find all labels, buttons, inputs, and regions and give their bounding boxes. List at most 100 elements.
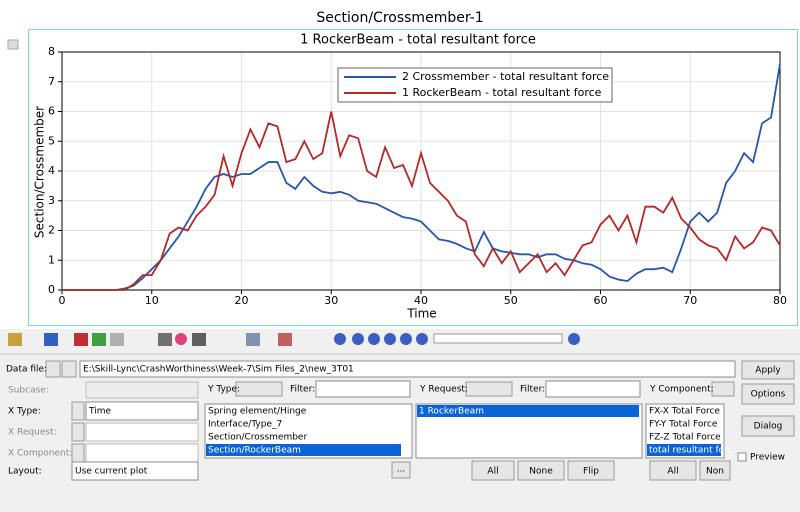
legend-label: 1 RockerBeam - total resultant force bbox=[402, 86, 602, 99]
tool-icon[interactable] bbox=[74, 333, 88, 346]
tool-icon[interactable] bbox=[352, 333, 364, 345]
label: X Request: bbox=[8, 428, 57, 438]
tool-icon[interactable] bbox=[416, 333, 428, 345]
layout-combo[interactable] bbox=[71, 461, 199, 481]
list-item: FY-Y Total Force bbox=[649, 420, 718, 430]
x-type-spinner[interactable] bbox=[71, 401, 85, 421]
button[interactable] bbox=[567, 460, 615, 481]
x-tick-label: 50 bbox=[504, 294, 518, 307]
y-request-sort[interactable] bbox=[465, 381, 513, 397]
toolbar bbox=[0, 329, 800, 351]
button[interactable] bbox=[517, 460, 565, 481]
data-line bbox=[62, 111, 781, 291]
y-tick-label: 8 bbox=[48, 45, 55, 58]
x-axis-label: Time bbox=[406, 307, 436, 321]
button-label: None bbox=[529, 467, 553, 477]
tool-icon[interactable] bbox=[400, 333, 412, 345]
x-component-combo[interactable] bbox=[85, 443, 199, 463]
file-button[interactable] bbox=[45, 360, 61, 378]
apply-button[interactable] bbox=[741, 360, 795, 380]
y-request-filter-field[interactable] bbox=[545, 380, 641, 398]
data-file-field[interactable] bbox=[79, 360, 736, 378]
legend: 2 Crossmember - total resultant force 1 R… bbox=[337, 67, 613, 103]
x-request-combo[interactable] bbox=[85, 422, 199, 442]
tool-icon[interactable] bbox=[192, 333, 206, 346]
x-tick-label: 0 bbox=[59, 294, 66, 307]
y-tick-label: 4 bbox=[48, 164, 55, 177]
tool-icon[interactable] bbox=[175, 333, 187, 345]
label: Filter: bbox=[520, 385, 545, 395]
y-axis-label: Section/Crossmember bbox=[33, 106, 47, 238]
label: X Component: bbox=[8, 449, 72, 459]
label: Y Type: bbox=[207, 385, 240, 395]
tool-icon[interactable] bbox=[278, 333, 292, 346]
x-tick-label: 40 bbox=[414, 294, 428, 307]
preview-checkbox[interactable] bbox=[737, 452, 747, 462]
legend-label: 2 Crossmember - total resultant force bbox=[402, 70, 609, 83]
label: X Type: bbox=[8, 407, 41, 417]
tool-icon[interactable] bbox=[368, 333, 380, 345]
list-item: 1 RockerBeam bbox=[419, 407, 484, 417]
label: Layout: bbox=[8, 467, 42, 477]
label: Filter: bbox=[290, 385, 315, 395]
label: Y Request: bbox=[419, 385, 468, 395]
y-tick-label: 2 bbox=[48, 224, 55, 237]
tool-icon[interactable] bbox=[8, 333, 22, 346]
label: Subcase: bbox=[8, 386, 49, 396]
button-label: All bbox=[667, 467, 678, 477]
list-item: FZ-Z Total Force bbox=[649, 433, 721, 443]
button-label: Apply bbox=[755, 366, 781, 376]
button[interactable] bbox=[649, 460, 697, 481]
tool-icon[interactable] bbox=[92, 333, 106, 346]
button[interactable] bbox=[699, 460, 731, 481]
tool-icon[interactable] bbox=[158, 333, 172, 346]
plot-area bbox=[61, 51, 781, 291]
tool-icon[interactable] bbox=[334, 333, 346, 345]
tool-icon[interactable] bbox=[384, 333, 396, 345]
window-icon[interactable] bbox=[7, 39, 19, 50]
button-label: Options bbox=[751, 390, 786, 400]
x-type-combo[interactable] bbox=[85, 401, 199, 421]
list-item: Section/Crossmember bbox=[208, 433, 307, 443]
button-label: Non bbox=[706, 467, 724, 477]
x-request-spinner[interactable] bbox=[71, 422, 85, 442]
window-title: Section/Crossmember-1 bbox=[316, 10, 483, 26]
tool-icon[interactable] bbox=[110, 333, 124, 346]
y-type-filter-field[interactable] bbox=[315, 380, 411, 398]
label: Preview bbox=[750, 453, 785, 463]
x-tick-label: 70 bbox=[683, 294, 697, 307]
button-label: Dialog bbox=[754, 422, 783, 432]
dialog-button[interactable] bbox=[741, 415, 795, 437]
y-tick-label: 0 bbox=[48, 283, 55, 296]
x-tick-label: 80 bbox=[773, 294, 787, 307]
data-file-path: E:\Skill-Lync\CrashWorthiness\Week-7\Sim… bbox=[83, 365, 354, 375]
y-tick-label: 1 bbox=[48, 253, 55, 266]
label: Data file: bbox=[6, 365, 47, 375]
time-slider[interactable] bbox=[433, 333, 563, 344]
combo-value: Use current plot bbox=[75, 467, 148, 477]
combo-value: Time bbox=[88, 407, 111, 417]
tool-icon[interactable] bbox=[568, 333, 580, 345]
button-label: Flip bbox=[583, 467, 599, 477]
x-tick-label: 10 bbox=[145, 294, 159, 307]
x-component-spinner[interactable] bbox=[71, 443, 85, 463]
list-item: Spring element/Hinge bbox=[208, 407, 307, 417]
y-tick-label: 3 bbox=[48, 194, 55, 207]
x-tick-label: 60 bbox=[594, 294, 608, 307]
subcase-combo[interactable] bbox=[85, 381, 199, 399]
y-tick-label: 5 bbox=[48, 134, 55, 147]
open-button[interactable] bbox=[61, 360, 77, 378]
y-type-sort[interactable] bbox=[235, 381, 283, 397]
x-tick-label: 30 bbox=[324, 294, 338, 307]
y-component-sort[interactable] bbox=[711, 381, 735, 397]
button[interactable] bbox=[471, 460, 515, 481]
x-tick-label: 20 bbox=[235, 294, 249, 307]
options-button[interactable] bbox=[741, 383, 795, 405]
tool-icon[interactable] bbox=[246, 333, 260, 346]
layout-more-button[interactable] bbox=[391, 461, 411, 479]
list-selection bbox=[417, 405, 639, 417]
legend-box bbox=[337, 67, 613, 103]
tool-icon[interactable] bbox=[44, 333, 58, 346]
data-line bbox=[62, 63, 781, 291]
